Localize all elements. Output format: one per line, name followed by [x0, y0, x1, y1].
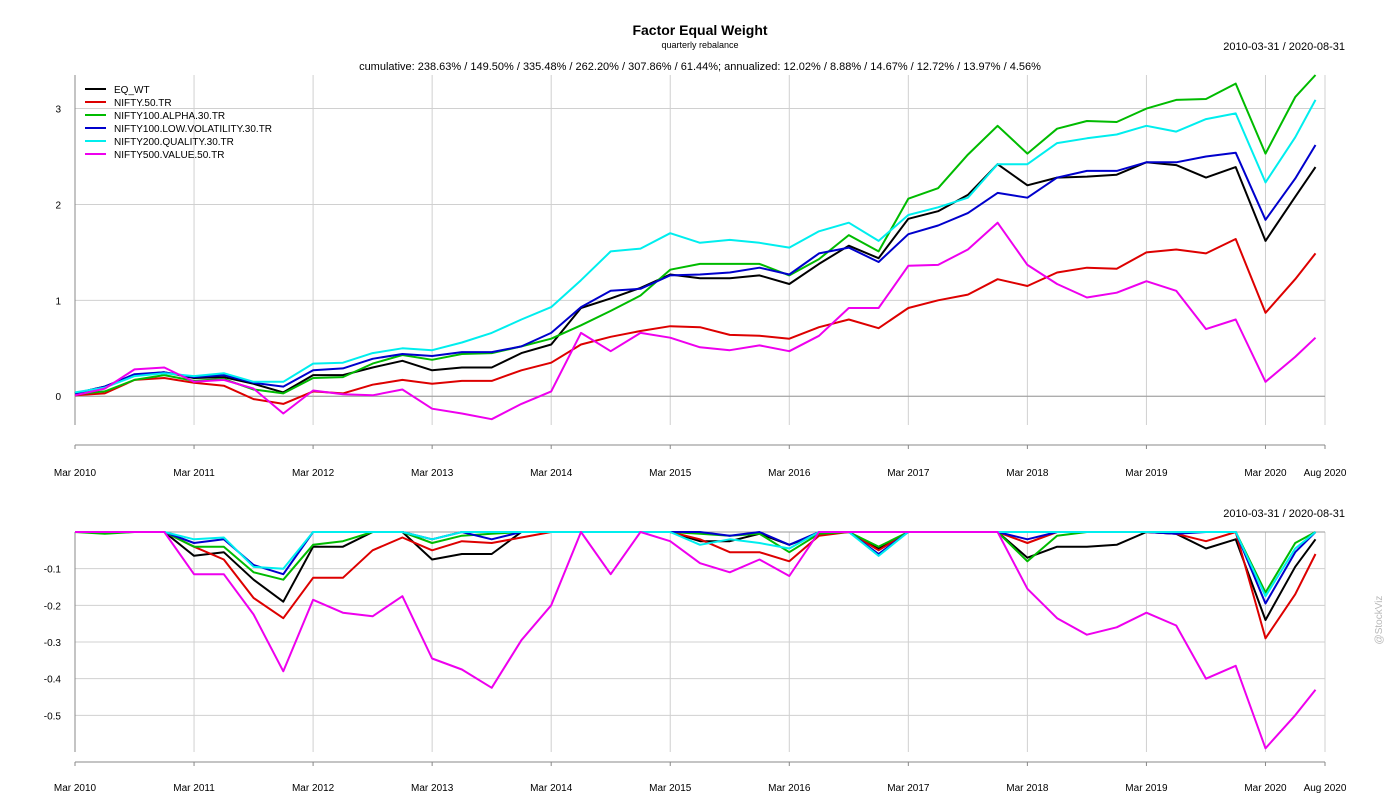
dd-x-tick-label: Mar 2013: [411, 783, 454, 794]
cum-x-tick-label: Mar 2018: [1006, 468, 1049, 479]
cum-series-line-eq_wt: [74, 161, 1317, 395]
cum-y-tick-label: 0: [55, 392, 61, 403]
cum-x-tick-label: Mar 2015: [649, 468, 692, 479]
dd-series-line-nifty500-value-50-tr: [75, 531, 1317, 750]
credit-watermark: @StockViz: [1374, 596, 1385, 645]
cum-series-line-nifty500-value-50-tr: [74, 221, 1317, 421]
date-range-top: 2010-03-31 / 2020-08-31: [1223, 41, 1345, 53]
dd-x-tick-label: Mar 2019: [1125, 783, 1168, 794]
cum-x-tick-label: Mar 2012: [292, 468, 335, 479]
dd-y-tick-label: -0.5: [44, 711, 62, 722]
dd-y-tick-label: -0.3: [44, 638, 62, 649]
legend: EQ_WT NIFTY.50.TR NIFTY100.ALPHA.30.TR NIFT…: [85, 85, 272, 161]
cum-x-tick-label: Mar 2016: [768, 468, 811, 479]
dd-y-tick-label: -0.2: [44, 601, 62, 612]
cum-y-tick-label: 1: [55, 296, 61, 307]
dd-x-tick-label: Mar 2017: [887, 783, 930, 794]
legend-label: NIFTY.50.TR: [114, 98, 172, 109]
cum-x-tick-label: Mar 2010: [54, 468, 97, 479]
dd-series-line-nifty100-alpha-30-tr: [74, 531, 1316, 594]
legend-label: NIFTY100.LOW.VOLATILITY.30.TR: [114, 124, 272, 135]
cum-series-line-nifty-50-tr: [74, 238, 1317, 405]
dd-y-tick-label: -0.4: [44, 675, 62, 686]
dd-x-tick-label: Mar 2020: [1244, 783, 1287, 794]
dd-x-tick-label: Mar 2012: [292, 783, 335, 794]
legend-label: NIFTY200.QUALITY.30.TR: [114, 137, 234, 148]
dd-y-tick-label: -0.1: [44, 565, 62, 576]
dd-x-tick-label: Mar 2018: [1006, 783, 1049, 794]
chart-subtitle: quarterly rebalance: [661, 40, 738, 50]
chart-summary: cumulative: 238.63% / 149.50% / 335.48% …: [359, 61, 1041, 73]
cum-series-line-nifty100-low-volatility-30-tr: [74, 144, 1317, 395]
drawdown-panel: -0.1 -0.2 -0.3 -0.4 -0.5 Mar 2010 Mar 2011 Mar …: [44, 531, 1347, 794]
cum-x-tick-label: Mar 2017: [887, 468, 930, 479]
cum-x-tick-label: Mar 2011: [173, 468, 215, 479]
dd-series-line-eq_wt: [75, 531, 1317, 621]
dd-series-line-nifty200-quality-30-tr: [75, 531, 1317, 598]
cum-x-tick-label: Mar 2020: [1244, 468, 1287, 479]
cum-y-tick-label: 3: [55, 105, 61, 116]
dd-x-tick-label: Mar 2016: [768, 783, 811, 794]
cum-x-tick-label: Aug 2020: [1304, 468, 1347, 479]
cum-series-line-nifty200-quality-30-tr: [74, 99, 1317, 394]
dd-x-tick-label: Mar 2010: [54, 783, 97, 794]
legend-label: EQ_WT: [114, 85, 150, 96]
chart-title: Factor Equal Weight: [632, 22, 767, 38]
legend-label: NIFTY500.VALUE.50.TR: [114, 150, 224, 161]
cum-series-line-nifty100-alpha-30-tr: [74, 74, 1317, 396]
cum-x-tick-label: Mar 2019: [1125, 468, 1168, 479]
legend-label: NIFTY100.ALPHA.30.TR: [114, 111, 225, 122]
cumulative-panel: 0 1 2 3 Mar 2010 Mar 2011 Mar 2012 Mar 2013 Mar …: [54, 74, 1347, 479]
cum-y-tick-label: 2: [55, 200, 61, 211]
date-range-bottom: 2010-03-31 / 2020-08-31: [1223, 508, 1345, 520]
dd-x-tick-label: Mar 2011: [173, 783, 215, 794]
dd-x-tick-label: Mar 2014: [530, 783, 573, 794]
cum-x-tick-label: Mar 2014: [530, 468, 573, 479]
dd-x-tick-label: Aug 2020: [1304, 783, 1347, 794]
dd-x-tick-label: Mar 2015: [649, 783, 692, 794]
cum-x-tick-label: Mar 2013: [411, 468, 454, 479]
